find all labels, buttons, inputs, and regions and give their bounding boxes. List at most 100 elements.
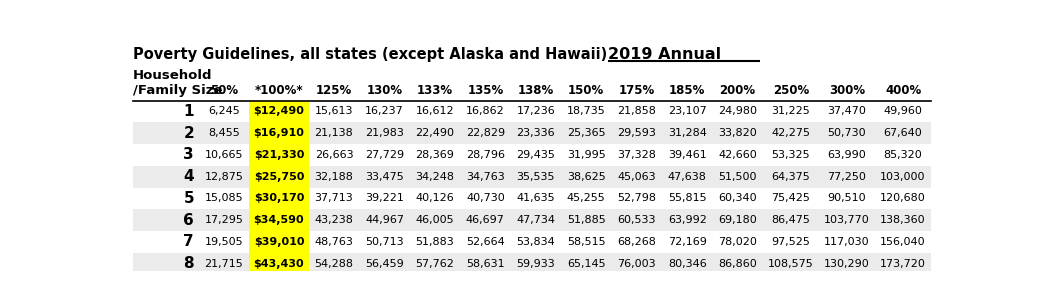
Text: 29,435: 29,435: [516, 150, 555, 160]
Text: $43,430: $43,430: [253, 259, 304, 269]
Text: 45,063: 45,063: [618, 172, 656, 182]
Bar: [133, 122, 931, 144]
Text: 90,510: 90,510: [827, 193, 867, 203]
Text: 4: 4: [184, 169, 194, 184]
Bar: [133, 253, 931, 274]
Text: $30,170: $30,170: [253, 193, 304, 203]
Bar: [249, 209, 308, 231]
Text: Poverty Guidelines, all states (except Alaska and Hawaii): Poverty Guidelines, all states (except A…: [133, 47, 607, 62]
Text: 86,475: 86,475: [771, 215, 811, 225]
Text: 300%: 300%: [829, 84, 865, 97]
Text: 63,990: 63,990: [827, 150, 867, 160]
Bar: [249, 253, 308, 274]
Text: 44,967: 44,967: [365, 215, 404, 225]
Text: 28,796: 28,796: [466, 150, 504, 160]
Text: 33,475: 33,475: [365, 172, 404, 182]
Text: 40,126: 40,126: [415, 193, 455, 203]
Text: 7: 7: [184, 235, 194, 249]
Text: 59,933: 59,933: [517, 259, 555, 269]
Text: 75,425: 75,425: [771, 193, 811, 203]
Text: 6: 6: [184, 213, 194, 228]
Text: 26,663: 26,663: [315, 150, 353, 160]
Text: 12,875: 12,875: [204, 172, 243, 182]
Text: 54,288: 54,288: [315, 259, 354, 269]
Text: 77,250: 77,250: [827, 172, 867, 182]
Text: 50,730: 50,730: [827, 128, 867, 138]
Text: 42,660: 42,660: [718, 150, 757, 160]
Text: 57,762: 57,762: [415, 259, 455, 269]
Text: 1: 1: [184, 104, 194, 119]
Text: 15,085: 15,085: [204, 193, 243, 203]
Text: 72,169: 72,169: [667, 237, 707, 247]
Text: $12,490: $12,490: [253, 106, 304, 117]
Text: $39,010: $39,010: [253, 237, 304, 247]
Text: 60,533: 60,533: [618, 215, 656, 225]
Bar: [249, 122, 308, 144]
Text: 25,365: 25,365: [567, 128, 605, 138]
Text: 135%: 135%: [467, 84, 503, 97]
Text: Household: Household: [133, 69, 213, 82]
Text: 29,593: 29,593: [618, 128, 656, 138]
Text: 39,221: 39,221: [365, 193, 404, 203]
Text: 58,515: 58,515: [567, 237, 605, 247]
Text: 138,360: 138,360: [880, 215, 926, 225]
Text: 51,500: 51,500: [718, 172, 757, 182]
Text: 21,715: 21,715: [204, 259, 243, 269]
Text: 85,320: 85,320: [883, 150, 923, 160]
Bar: [249, 101, 308, 122]
Text: 37,713: 37,713: [315, 193, 353, 203]
Text: 50,713: 50,713: [365, 237, 404, 247]
Text: 117,030: 117,030: [824, 237, 870, 247]
Text: 68,268: 68,268: [618, 237, 656, 247]
Text: 45,255: 45,255: [567, 193, 605, 203]
Text: 31,225: 31,225: [771, 106, 811, 117]
Text: 38,625: 38,625: [567, 172, 605, 182]
Text: 27,729: 27,729: [365, 150, 404, 160]
Text: 67,640: 67,640: [883, 128, 923, 138]
Text: 16,612: 16,612: [415, 106, 455, 117]
Text: 133%: 133%: [417, 84, 453, 97]
Text: 51,883: 51,883: [415, 237, 455, 247]
Text: 175%: 175%: [619, 84, 655, 97]
Text: $34,590: $34,590: [253, 215, 304, 225]
Text: 8: 8: [184, 256, 194, 271]
Text: 2: 2: [184, 126, 194, 141]
Text: 28,369: 28,369: [415, 150, 455, 160]
Text: $21,330: $21,330: [253, 150, 304, 160]
Text: 80,346: 80,346: [667, 259, 707, 269]
Text: 8,455: 8,455: [208, 128, 240, 138]
Text: 69,180: 69,180: [718, 215, 757, 225]
Text: $16,910: $16,910: [253, 128, 304, 138]
Text: 32,188: 32,188: [315, 172, 353, 182]
Text: 55,815: 55,815: [667, 193, 707, 203]
Text: 130,290: 130,290: [824, 259, 870, 269]
Text: 76,003: 76,003: [618, 259, 656, 269]
Text: 53,834: 53,834: [517, 237, 555, 247]
Text: 156,040: 156,040: [880, 237, 926, 247]
Text: 22,829: 22,829: [466, 128, 504, 138]
Text: 58,631: 58,631: [466, 259, 504, 269]
Text: 65,145: 65,145: [567, 259, 605, 269]
Bar: [133, 209, 931, 231]
Text: 15,613: 15,613: [315, 106, 353, 117]
Text: 17,236: 17,236: [517, 106, 555, 117]
Text: 50%: 50%: [210, 84, 238, 97]
Text: 103,000: 103,000: [880, 172, 926, 182]
Text: 19,505: 19,505: [204, 237, 243, 247]
Text: 43,238: 43,238: [315, 215, 353, 225]
Text: 23,336: 23,336: [517, 128, 555, 138]
Text: 42,275: 42,275: [771, 128, 811, 138]
Text: /Family Size: /Family Size: [133, 84, 222, 97]
Bar: [249, 188, 308, 209]
Text: 33,820: 33,820: [718, 128, 757, 138]
Text: 103,770: 103,770: [824, 215, 870, 225]
Bar: [133, 188, 931, 209]
Text: 3: 3: [184, 148, 194, 163]
Text: 63,992: 63,992: [667, 215, 707, 225]
Text: 37,328: 37,328: [618, 150, 656, 160]
Text: 5: 5: [184, 191, 194, 206]
Text: 47,734: 47,734: [516, 215, 555, 225]
Text: 35,535: 35,535: [517, 172, 555, 182]
Text: 49,960: 49,960: [883, 106, 923, 117]
Text: 64,375: 64,375: [771, 172, 811, 182]
